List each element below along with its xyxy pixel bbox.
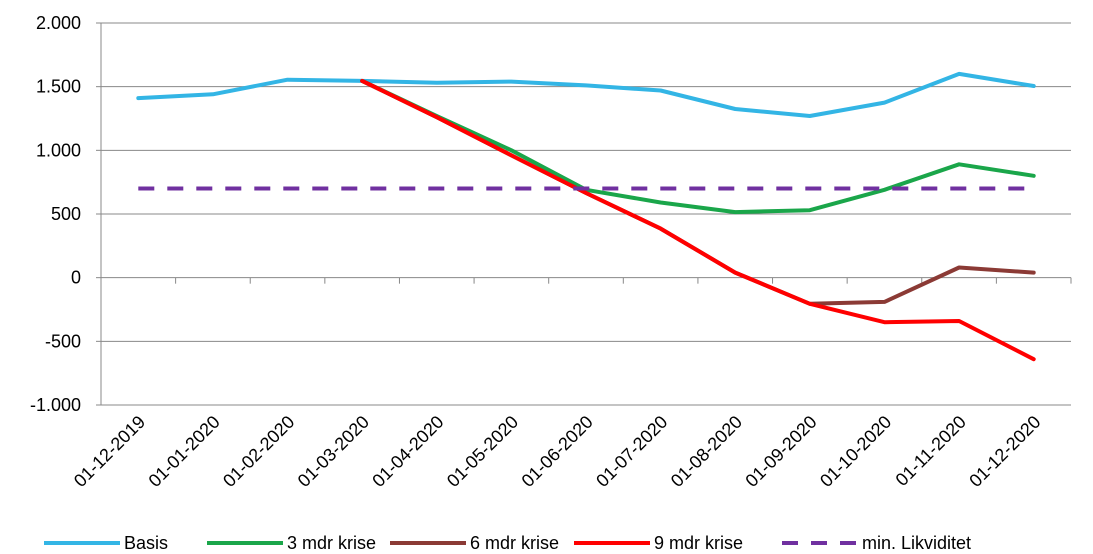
legend-label: min. Likviditet [862,533,971,553]
legend-item: 6 mdr krise [390,533,559,553]
x-tick-label: 01-11-2020 [892,412,970,490]
legend-label: Basis [124,533,168,553]
legend-item: 3 mdr krise [207,533,376,553]
legend: Basis 3 mdr krise 6 mdr krise 9 mdr krise mi… [44,533,971,553]
y-tick-label: 500 [51,204,81,224]
y-tick-label: 1.000 [36,140,81,160]
x-tick-label: 01-12-2020 [965,412,1044,491]
x-tick-label: 01-10-2020 [816,412,895,491]
x-tick-label: 01-08-2020 [667,412,746,491]
x-tick-label: 01-01-2020 [145,412,224,491]
x-axis-tick-labels: 01-12-201901-01-202001-02-202001-03-2020… [70,412,1045,491]
y-tick-label: -1.000 [30,395,81,415]
series-line-9-mdr-krise [360,78,1036,362]
x-tick-label: 01-07-2020 [592,412,671,491]
x-tick-label: 01-05-2020 [443,412,522,491]
x-tick-label: 01-02-2020 [219,412,298,491]
series-line-basis [136,71,1036,118]
legend-label: 6 mdr krise [470,533,559,553]
y-tick-label: 1.500 [36,77,81,97]
legend-item: Basis [44,533,168,553]
legend-item: min. Likviditet [782,533,971,553]
y-axis-tick-labels: 2.000 1.500 1.000 500 0 -500 -1.000 [30,13,81,415]
series-line-6-mdr-krise [360,78,1036,306]
x-tick-label: 01-06-2020 [518,412,597,491]
y-tick-label: 0 [71,268,81,288]
x-tick-label: 01-04-2020 [368,412,447,491]
x-tick-label: 01-03-2020 [294,412,373,491]
legend-label: 9 mdr krise [654,533,743,553]
series-lines [136,71,1036,362]
axes [96,22,1072,406]
x-tick-label: 01-12-2019 [70,412,149,491]
x-tick-label: 01-09-2020 [741,412,820,491]
legend-label: 3 mdr krise [287,533,376,553]
gridlines [101,22,1071,406]
legend-item: 9 mdr krise [574,533,743,553]
series-line-3-mdr-krise [360,78,1036,215]
y-tick-label: -500 [45,331,81,351]
y-tick-label: 2.000 [36,13,81,33]
